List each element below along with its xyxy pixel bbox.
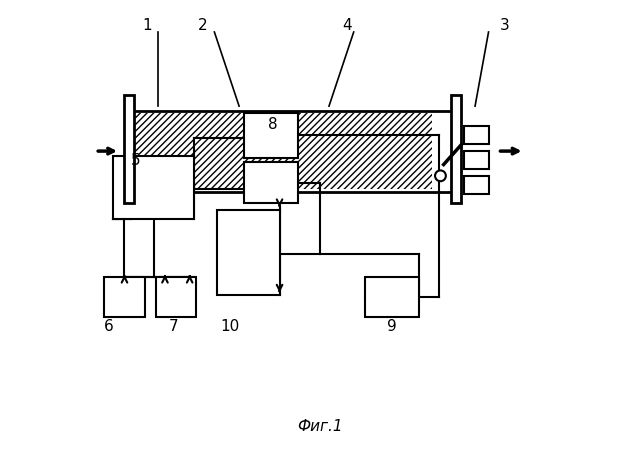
Bar bbox=[125, 95, 134, 203]
Bar bbox=[365, 277, 419, 318]
Text: 6: 6 bbox=[104, 319, 114, 334]
Bar bbox=[131, 111, 455, 192]
Circle shape bbox=[435, 171, 446, 181]
Bar bbox=[131, 113, 433, 189]
Text: 3: 3 bbox=[499, 18, 509, 33]
Bar bbox=[464, 126, 488, 144]
Text: 7: 7 bbox=[169, 319, 179, 334]
Text: Фиг.1: Фиг.1 bbox=[297, 419, 343, 434]
Text: 4: 4 bbox=[342, 18, 352, 33]
Bar bbox=[464, 151, 488, 169]
Bar bbox=[113, 156, 194, 218]
Bar bbox=[216, 209, 280, 295]
Bar bbox=[244, 113, 298, 158]
Text: 1: 1 bbox=[142, 18, 152, 33]
Text: 9: 9 bbox=[387, 319, 397, 334]
Text: 10: 10 bbox=[221, 319, 240, 334]
Bar bbox=[464, 176, 488, 194]
Text: 5: 5 bbox=[131, 152, 141, 167]
Bar bbox=[104, 277, 145, 318]
Bar bbox=[451, 95, 461, 203]
Bar bbox=[244, 162, 298, 203]
Text: 2: 2 bbox=[198, 18, 208, 33]
Bar bbox=[156, 277, 196, 318]
Text: 8: 8 bbox=[268, 116, 278, 131]
